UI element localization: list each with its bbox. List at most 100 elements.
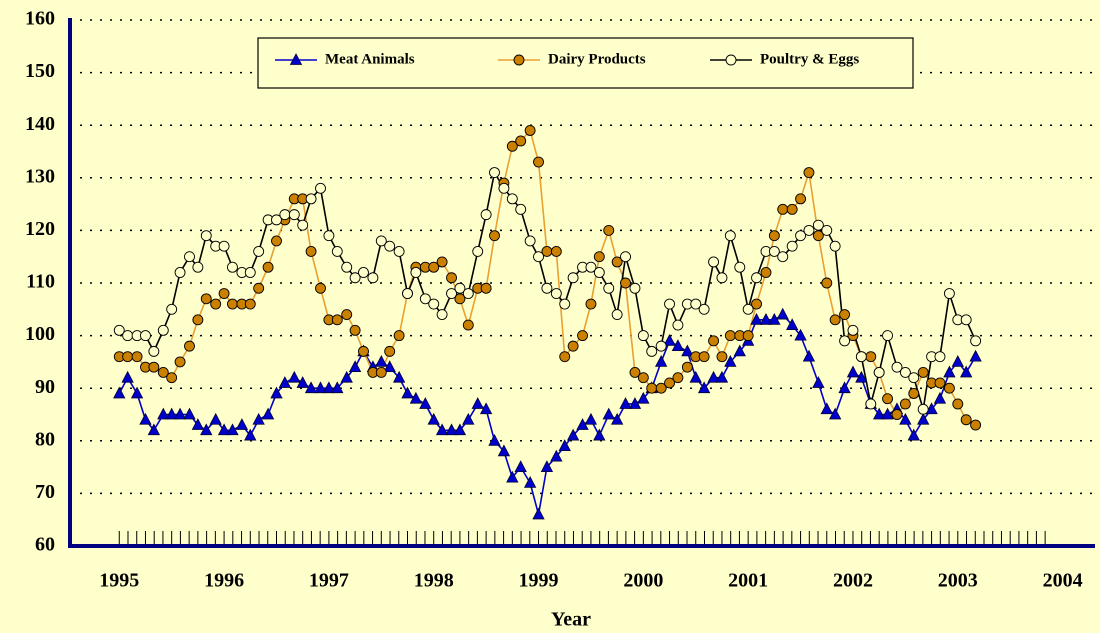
data-point (462, 288, 474, 299)
data-point (882, 393, 894, 405)
data-point (925, 402, 938, 415)
data-point (252, 412, 265, 425)
data-point (917, 412, 930, 425)
data-point (261, 407, 275, 420)
data-point (933, 391, 947, 404)
data-point (655, 382, 667, 394)
data-point (524, 125, 536, 136)
data-point (960, 314, 972, 326)
data-point (663, 333, 676, 346)
data-point (855, 370, 868, 383)
data-point (279, 209, 291, 221)
legend-box (257, 37, 914, 89)
x-tick-label: 2004 (1043, 570, 1083, 592)
data-point (846, 365, 860, 378)
data-point (802, 349, 816, 362)
data-point (244, 428, 257, 441)
data-point (358, 345, 369, 357)
data-point (533, 251, 544, 263)
data-point (786, 318, 799, 330)
data-point (567, 340, 579, 352)
data-point (305, 193, 317, 205)
data-point (584, 412, 598, 425)
data-point (166, 372, 178, 384)
data-point (174, 356, 186, 368)
data-point (218, 240, 230, 252)
data-point (454, 282, 466, 294)
data-point (550, 449, 563, 462)
data-point (768, 245, 780, 257)
data-point (305, 245, 317, 257)
data-point (960, 414, 972, 426)
data-point (751, 272, 762, 284)
data-point (253, 245, 265, 257)
data-point (899, 398, 911, 410)
data-point (603, 282, 615, 294)
data-point (462, 412, 475, 425)
data-point (445, 423, 458, 436)
data-point (157, 324, 169, 336)
data-point (776, 307, 789, 320)
data-point (506, 470, 519, 483)
data-point (532, 507, 545, 520)
data-point (375, 235, 387, 247)
data-point (760, 267, 772, 278)
data-point (708, 256, 720, 268)
data-point (331, 381, 344, 394)
data-point (812, 219, 824, 231)
data-point (427, 412, 440, 425)
data-point (734, 261, 746, 273)
data-point (192, 314, 204, 326)
data-point (375, 355, 388, 367)
data-point (899, 412, 912, 425)
data-point (715, 370, 729, 383)
data-point (341, 261, 353, 273)
data-point (184, 251, 195, 263)
data-point (200, 423, 213, 436)
data-point (209, 412, 222, 425)
data-point (777, 251, 789, 263)
y-tick-label: 90 (35, 376, 55, 398)
data-point (820, 402, 833, 415)
data-point (384, 345, 396, 357)
data-point (498, 182, 510, 194)
data-point (891, 361, 903, 373)
data-point (882, 330, 894, 342)
data-point (192, 261, 204, 273)
data-point (358, 267, 369, 278)
data-point (148, 345, 160, 357)
data-point (271, 235, 282, 247)
data-point (157, 407, 170, 420)
y-tick-label: 80 (35, 428, 55, 450)
data-point (697, 381, 711, 394)
data-point (681, 344, 694, 357)
data-point (812, 230, 824, 242)
data-point (314, 381, 327, 394)
data-point (707, 370, 720, 383)
y-tick-label: 60 (35, 534, 55, 556)
data-point (951, 355, 964, 367)
data-point (970, 419, 982, 431)
data-point (865, 351, 877, 363)
data-point (559, 298, 571, 310)
data-point (227, 261, 238, 273)
data-point (200, 230, 212, 242)
data-point (550, 288, 562, 299)
data-point (253, 282, 265, 294)
data-point (865, 398, 877, 410)
data-point (184, 340, 195, 352)
y-tick-label: 120 (25, 218, 55, 240)
data-point (637, 372, 649, 384)
data-point (567, 272, 579, 284)
data-point (384, 240, 396, 252)
data-point (873, 366, 885, 378)
data-point (402, 288, 413, 299)
data-point (515, 203, 527, 215)
data-point (288, 370, 301, 383)
data-point (349, 324, 361, 336)
data-point (174, 267, 186, 278)
data-point (708, 335, 720, 347)
data-point (672, 319, 684, 331)
data-point (943, 288, 955, 299)
